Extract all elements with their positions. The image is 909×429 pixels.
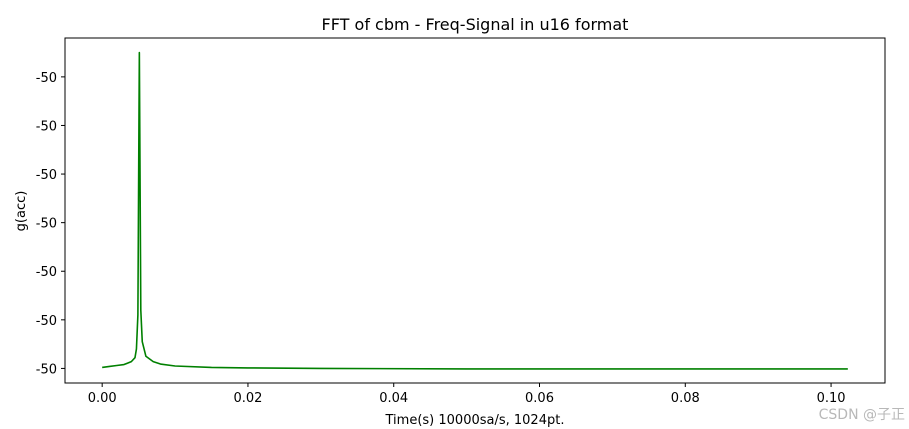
chart-title: FFT of cbm - Freq-Signal in u16 format <box>322 15 629 34</box>
x-tick-label: 0.04 <box>379 391 408 406</box>
plot-area <box>64 37 886 384</box>
x-tick-label: 0.10 <box>817 391 846 406</box>
y-tick-label: -50 <box>36 119 57 134</box>
watermark: CSDN @子正 <box>819 407 905 423</box>
y-tick-label: -50 <box>36 168 57 183</box>
y-tick-label: -50 <box>36 362 57 377</box>
y-tick-label: -50 <box>36 314 57 329</box>
x-axis-label: Time(s) 10000sa/s, 1024pt. <box>385 413 565 428</box>
x-tick-label: 0.06 <box>525 391 554 406</box>
x-tick-label: 0.02 <box>233 391 262 406</box>
x-tick-label: 0.00 <box>88 391 117 406</box>
y-tick-label: -50 <box>36 71 57 86</box>
series-line <box>102 51 848 370</box>
y-tick-label: -50 <box>36 217 57 232</box>
x-tick-label: 0.08 <box>671 391 700 406</box>
y-tick-label: -50 <box>36 265 57 280</box>
y-axis-label: g(acc) <box>14 191 29 232</box>
